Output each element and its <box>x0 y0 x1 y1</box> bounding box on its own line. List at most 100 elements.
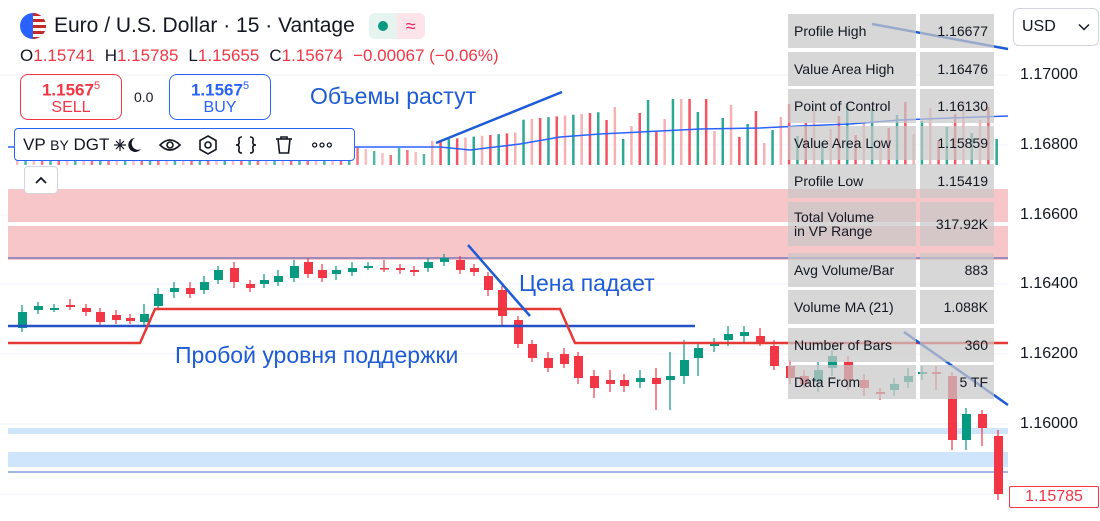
sell-label: SELL <box>51 99 91 117</box>
volume-bar <box>547 117 550 165</box>
buy-price-main: 1.1567 <box>190 80 243 100</box>
candle-body <box>290 266 299 278</box>
buy-button[interactable]: 1.15675 BUY <box>169 74 271 120</box>
candle-body <box>332 270 341 274</box>
volume-bar <box>356 147 359 165</box>
eur-usd-flag-icon <box>20 13 46 39</box>
volume-bar <box>439 139 442 165</box>
ohlc-low-value: 1.15655 <box>197 46 260 65</box>
volume-bar <box>397 148 401 165</box>
more-icon[interactable] <box>311 134 333 156</box>
vp-stat-label: Value Area High <box>788 52 916 86</box>
currency-label: USD <box>1022 18 1056 35</box>
buy-price-sup: 5 <box>242 79 250 92</box>
candle-body <box>410 270 419 272</box>
candle-body <box>456 260 465 270</box>
candle-body <box>230 268 239 282</box>
vp-stat-row: Profile High 1.16677 <box>788 14 994 48</box>
volume-bar <box>447 139 451 165</box>
volume-bar <box>721 118 724 165</box>
eye-icon[interactable] <box>159 134 182 156</box>
market-status-button[interactable] <box>368 13 397 39</box>
candle-body <box>112 315 121 320</box>
vp-stat-row: Profile Low 1.15419 <box>788 164 994 198</box>
volume-bar <box>597 112 600 165</box>
price-axis-label: 1.16000 <box>1020 415 1078 432</box>
volume-bar <box>522 119 525 165</box>
trash-icon[interactable] <box>273 134 295 156</box>
sun-moon-icon[interactable] <box>113 134 143 156</box>
indicator-name[interactable]: VP BY DGT <box>23 135 109 155</box>
volume-bar <box>489 134 492 165</box>
candle-body <box>424 262 433 268</box>
volume-bar <box>763 143 766 165</box>
spread-value: 0.0 <box>134 89 154 105</box>
ohlc-change-value: −0.00067 (−0.06%) <box>353 46 499 65</box>
volume-bar <box>746 124 749 165</box>
vp-stat-label: Profile High <box>788 14 916 48</box>
symbol-header[interactable]: Euro / U.S. Dollar · 15 · Vantage ≈ <box>20 12 425 40</box>
candle-body <box>304 262 313 274</box>
candle-body <box>214 270 223 280</box>
vp-stat-label: Number of Bars <box>788 328 916 362</box>
volume-bar <box>688 99 691 165</box>
volume-bar <box>480 135 484 165</box>
volume-bar <box>754 111 758 165</box>
candle-body <box>652 378 661 384</box>
vp-stat-label: Total Volume in VP Range <box>788 202 916 246</box>
currency-select[interactable]: USD <box>1013 8 1099 46</box>
vp-stat-label: Volume MA (21) <box>788 290 916 324</box>
volume-bar <box>663 119 666 165</box>
volume-bar <box>580 113 583 165</box>
price-axis-label: 1.16600 <box>1020 206 1078 223</box>
candle-body <box>590 376 599 388</box>
vp-stat-label: Value Area Low <box>788 126 916 160</box>
candle-body <box>440 258 449 262</box>
volume-bar <box>381 153 384 165</box>
vp-stat-value: 1.16677 <box>920 14 994 48</box>
volume-bar <box>671 99 675 165</box>
candle-body <box>544 358 553 368</box>
sell-button[interactable]: 1.15675 SELL <box>20 74 122 120</box>
vp-stat-value: 1.16130 <box>920 89 994 123</box>
volume-bar <box>771 130 774 165</box>
candle-body <box>34 306 43 310</box>
settings-hex-icon[interactable] <box>197 134 219 156</box>
volume-bar <box>696 112 700 165</box>
candle-body <box>274 276 283 282</box>
sell-price: 1.15675 <box>42 77 100 100</box>
indicator-toolbar[interactable]: VP BY DGT <box>14 128 355 161</box>
vp-stat-label: Profile Low <box>788 164 916 198</box>
candle-body <box>666 376 675 380</box>
volume-bar <box>588 113 592 165</box>
candle-body <box>962 414 971 440</box>
candle-body <box>948 376 957 440</box>
wave-icon[interactable]: ≈ <box>396 13 425 39</box>
ohlc-close-label: C <box>269 46 282 65</box>
volume-bar <box>538 118 542 165</box>
code-braces-icon[interactable] <box>235 134 257 156</box>
candle-body <box>126 318 135 321</box>
vp-stat-row: Total Volume in VP Range 317.92K <box>788 202 994 246</box>
vp-stat-row: Point of Control 1.16130 <box>788 89 994 123</box>
volume-bar <box>364 149 368 165</box>
vp-stat-label: Avg Volume/Bar <box>788 253 916 287</box>
candle-body <box>66 305 75 307</box>
volume-bar <box>406 150 409 165</box>
vp-stat-value: 360 <box>920 328 994 362</box>
volume-bar <box>738 137 741 165</box>
volume-bar <box>563 115 567 165</box>
current-price-tag: 1.15785 <box>1009 486 1099 508</box>
buy-label: BUY <box>203 99 237 117</box>
collapse-legend-button[interactable] <box>24 166 58 194</box>
symbol-title[interactable]: Euro / U.S. Dollar · 15 · Vantage <box>54 14 355 37</box>
price-axis-label: 1.16400 <box>1020 275 1078 292</box>
candle-body <box>560 354 569 364</box>
annotation-price-falls: Цена падает <box>519 270 655 296</box>
candle-body <box>606 380 615 384</box>
candle-body <box>200 282 209 290</box>
candle-body <box>724 334 733 340</box>
ohlc-open-label: O <box>20 46 34 65</box>
price-axis-label: 1.16800 <box>1020 136 1078 153</box>
candle-body <box>484 276 493 290</box>
